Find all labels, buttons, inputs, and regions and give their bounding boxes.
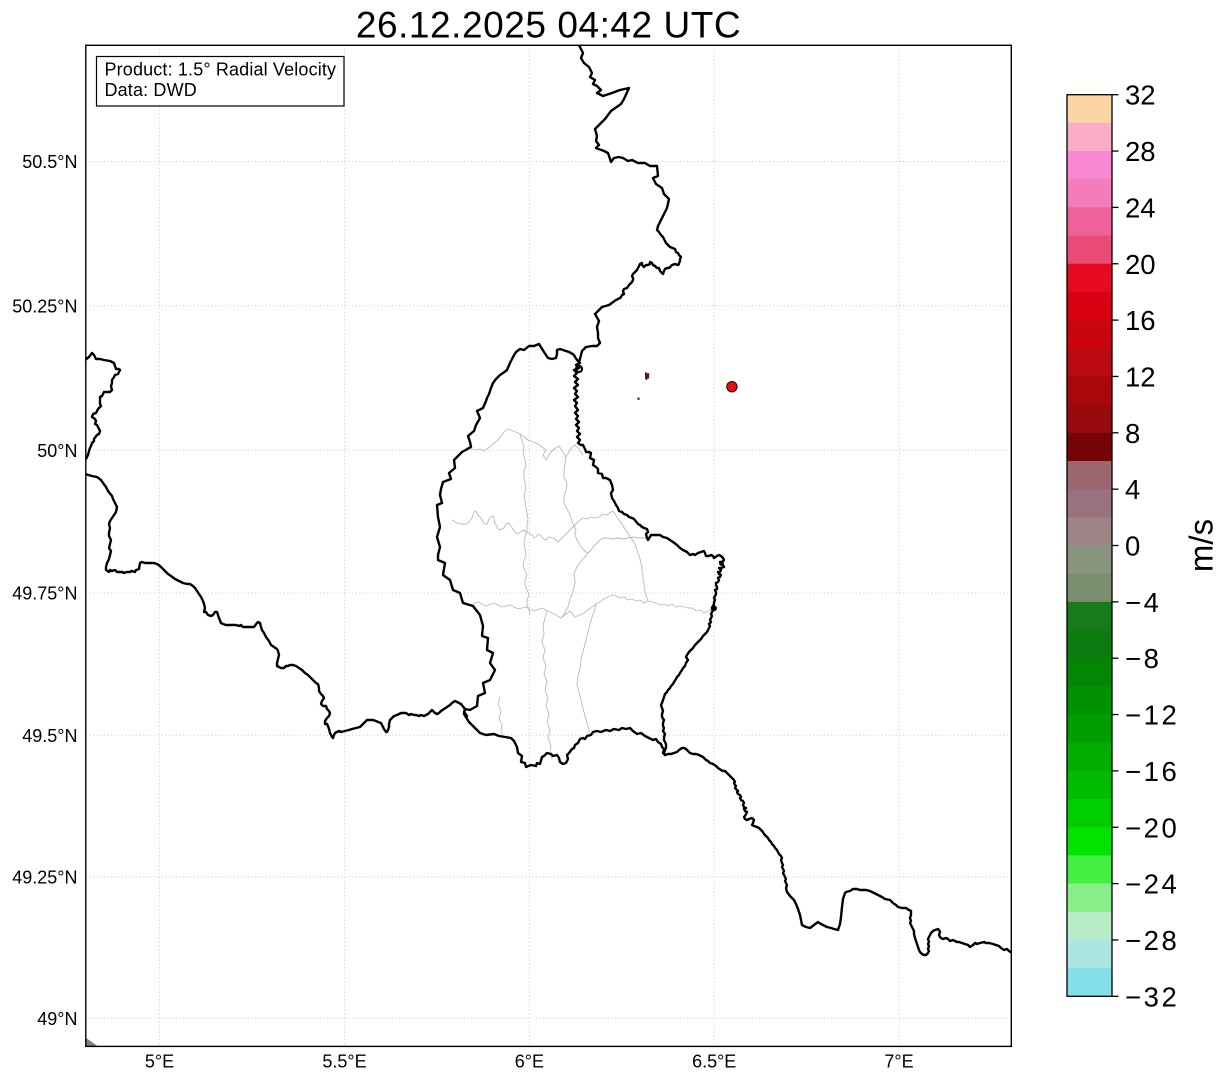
svg-text:5°E: 5°E bbox=[145, 1051, 174, 1071]
svg-text:26.12.2025 04:42 UTC: 26.12.2025 04:42 UTC bbox=[356, 5, 741, 46]
svg-text:−16: −16 bbox=[1125, 756, 1179, 787]
svg-text:20: 20 bbox=[1125, 249, 1156, 280]
svg-text:6°E: 6°E bbox=[515, 1051, 544, 1071]
svg-text:16: 16 bbox=[1125, 305, 1156, 336]
svg-text:−32: −32 bbox=[1125, 981, 1179, 1012]
svg-text:28: 28 bbox=[1125, 136, 1156, 167]
svg-text:5.5°E: 5.5°E bbox=[322, 1051, 366, 1071]
svg-text:24: 24 bbox=[1125, 192, 1156, 223]
svg-text:50°N: 50°N bbox=[37, 441, 77, 461]
svg-text:−24: −24 bbox=[1125, 869, 1179, 900]
svg-text:−4: −4 bbox=[1125, 587, 1162, 618]
svg-text:−28: −28 bbox=[1125, 925, 1179, 956]
svg-text:−8: −8 bbox=[1125, 643, 1162, 674]
svg-text:50.25°N: 50.25°N bbox=[12, 296, 77, 316]
svg-text:32: 32 bbox=[1125, 80, 1156, 111]
svg-text:0: 0 bbox=[1125, 531, 1140, 562]
svg-text:4: 4 bbox=[1125, 474, 1140, 505]
svg-text:Product: 1.5° Radial Velocity: Product: 1.5° Radial Velocity bbox=[105, 60, 337, 80]
svg-text:m/s: m/s bbox=[1183, 519, 1220, 572]
svg-text:Data: DWD: Data: DWD bbox=[105, 80, 197, 100]
svg-text:49.5°N: 49.5°N bbox=[22, 726, 77, 746]
svg-text:7°E: 7°E bbox=[884, 1051, 913, 1071]
svg-text:50.5°N: 50.5°N bbox=[22, 152, 77, 172]
svg-text:49°N: 49°N bbox=[37, 1009, 77, 1029]
svg-text:6.5°E: 6.5°E bbox=[692, 1051, 736, 1071]
svg-text:8: 8 bbox=[1125, 418, 1140, 449]
svg-text:49.75°N: 49.75°N bbox=[12, 584, 77, 604]
svg-text:12: 12 bbox=[1125, 361, 1156, 392]
svg-text:−12: −12 bbox=[1125, 700, 1179, 731]
svg-text:49.25°N: 49.25°N bbox=[12, 867, 77, 887]
svg-text:−20: −20 bbox=[1125, 812, 1179, 843]
